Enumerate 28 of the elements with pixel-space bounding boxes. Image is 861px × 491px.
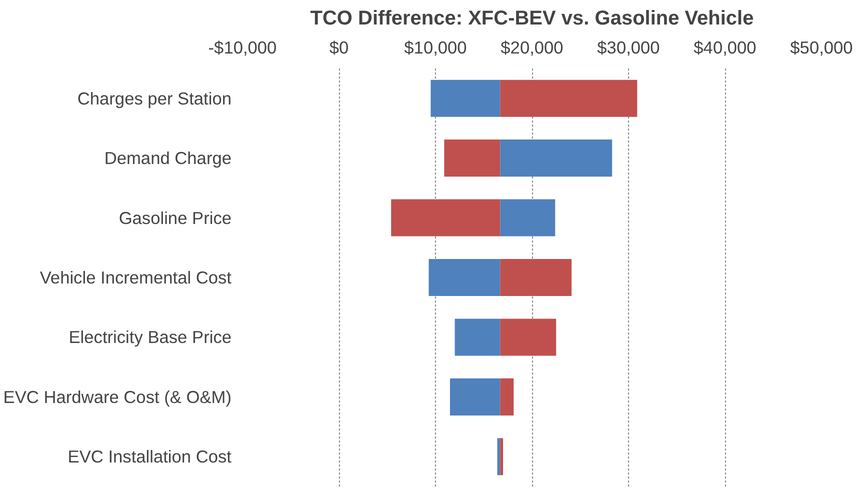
bar — [500, 80, 638, 117]
bar — [500, 318, 556, 356]
x-tick-label: $0 — [329, 38, 349, 58]
y-tick-label: Gasoline Price — [118, 208, 232, 228]
y-tick-label: Charges per Station — [77, 88, 232, 108]
bar — [500, 438, 504, 476]
bar — [450, 378, 500, 416]
bar — [430, 80, 500, 117]
x-tick-label: $20,000 — [500, 38, 564, 58]
bar — [444, 140, 500, 177]
x-tick-label: $50,000 — [790, 38, 853, 58]
y-tick-label: Demand Charge — [104, 148, 232, 168]
bar — [454, 318, 500, 356]
y-tick-label: Vehicle Incremental Cost — [40, 268, 232, 288]
y-tick-label: Electricity Base Price — [68, 327, 232, 348]
x-tick-label: $30,000 — [597, 38, 660, 58]
bar — [500, 258, 572, 296]
bar — [428, 258, 500, 296]
bar — [500, 378, 514, 416]
y-tick-label: EVC Hardware Cost (& O&M) — [3, 386, 232, 407]
bar — [391, 199, 500, 236]
bar — [500, 199, 556, 236]
x-tick-label: $10,000 — [404, 38, 467, 58]
bar — [500, 140, 612, 177]
chart-title: TCO Difference: XFC-BEV vs. Gasoline Vehicle — [310, 8, 754, 30]
y-tick-label: EVC Installation Cost — [68, 446, 232, 467]
x-tick-label: $40,000 — [694, 38, 756, 58]
x-tick-label: -$10,000 — [208, 38, 277, 58]
